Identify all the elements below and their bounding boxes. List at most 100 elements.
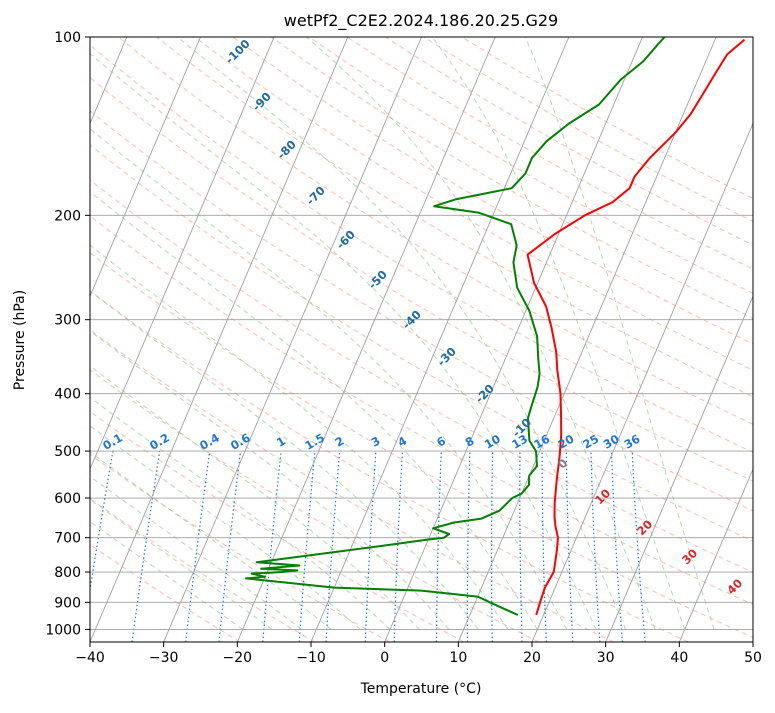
y-tick-label: 200 — [54, 208, 81, 224]
dry-adiabat-line — [0, 37, 763, 642]
y-tick-label: 1000 — [45, 622, 81, 638]
mixing-ratio-label: 2 — [332, 434, 346, 450]
mixing-ratio-line — [612, 451, 623, 642]
isotherm-grid-line — [90, 37, 348, 642]
isotherm-grid-line — [532, 37, 775, 642]
isotherm-grid-line — [753, 37, 775, 642]
y-tick-label: 700 — [54, 531, 81, 547]
mixing-ratio-label: 3 — [369, 434, 383, 450]
dry-adiabat-line — [4, 37, 775, 642]
x-tick-label: −30 — [149, 650, 179, 666]
dry-adiabat-line — [80, 37, 775, 642]
mixing-ratio-line — [591, 451, 600, 642]
mixing-ratio-line — [132, 451, 160, 642]
dry-adiabat-label: -20 — [472, 381, 497, 406]
chart-title: wetPf2_C2E2.2024.186.20.25.G29 — [284, 11, 558, 31]
mixing-ratio-label: 30 — [601, 432, 622, 452]
dry-adiabat-line — [0, 37, 315, 642]
moist-adiabat-line — [71, 37, 596, 629]
moist-adiabat-line — [307, 37, 656, 629]
y-tick-label: 800 — [54, 565, 81, 581]
x-tick-label: −40 — [75, 650, 105, 666]
moist-adiabat-line — [0, 315, 272, 629]
dry-adiabat-line — [0, 37, 389, 642]
dry-adiabat-label: -80 — [274, 137, 299, 162]
dry-adiabat-line — [424, 37, 775, 642]
x-tick-label: 50 — [744, 650, 762, 666]
x-tick-label: 0 — [380, 650, 389, 666]
mixing-ratio-line — [566, 451, 573, 642]
x-tick-label: 40 — [670, 650, 688, 666]
moist-adiabat-line — [0, 37, 567, 629]
moist-adiabat-line — [525, 37, 714, 629]
dry-adiabat-line — [462, 37, 775, 642]
x-tick-label: −10 — [296, 650, 326, 666]
y-tick-label: 600 — [54, 491, 81, 507]
isotherm-grid-line — [458, 37, 716, 642]
isotherm-grid-line — [237, 37, 495, 642]
dry-adiabat-label: -100 — [223, 37, 253, 67]
mixing-ratio-label: 6 — [434, 434, 448, 450]
mixing-ratio-line — [492, 451, 493, 642]
y-tick-label: 300 — [54, 313, 81, 329]
mixing-ratio-line — [632, 451, 645, 642]
y-tick-label: 400 — [54, 387, 81, 403]
dry-adiabat-label: -90 — [249, 89, 274, 114]
isotherm-grid-line — [385, 37, 643, 642]
isotherm-grid-line — [16, 37, 274, 642]
dry-adiabat-line — [118, 37, 775, 642]
moist-adiabat-label: 40 — [724, 576, 745, 597]
mixing-ratio-label: 0.6 — [228, 431, 253, 453]
dry-adiabat-label: -50 — [365, 267, 390, 292]
mixing-ratio-label: 25 — [580, 432, 601, 452]
dewpoint-profile-line — [246, 37, 665, 615]
dry-adiabat-line — [0, 37, 539, 642]
dry-adiabat-line — [0, 37, 614, 642]
dry-adiabat-label: -60 — [333, 227, 358, 252]
x-tick-label: 20 — [523, 650, 541, 666]
mixing-ratio-line — [186, 451, 210, 642]
mixing-ratio-label: 13 — [509, 432, 530, 452]
mixing-ratio-label: 20 — [556, 432, 577, 452]
mixing-ratio-label: 0.1 — [100, 431, 125, 453]
dry-adiabat-line — [0, 37, 240, 642]
moist-adiabat-line — [0, 84, 537, 630]
mixing-ratio-label: 0.2 — [147, 431, 172, 453]
dry-adiabat-line — [0, 37, 775, 642]
dry-adiabat-line — [0, 37, 464, 642]
mixing-ratio-label: 8 — [463, 434, 477, 450]
dry-adiabat-line — [386, 37, 775, 642]
y-tick-label: 900 — [54, 595, 81, 611]
dry-adiabat-line — [157, 37, 775, 642]
mixing-ratio-line — [467, 451, 470, 642]
dry-adiabat-line — [309, 37, 775, 642]
moist-adiabat-line — [0, 188, 449, 629]
mixing-ratio-line — [82, 451, 113, 642]
y-axis-label: Pressure (hPa) — [12, 290, 28, 390]
dry-adiabat-line — [0, 37, 775, 642]
x-tick-label: −20 — [223, 650, 253, 666]
mixing-ratio-label: 1 — [274, 434, 288, 450]
plot-frame — [90, 37, 753, 642]
mixing-ratio-line — [520, 451, 522, 642]
x-tick-label: 10 — [449, 650, 467, 666]
x-axis-label: Temperature (°C) — [360, 681, 482, 697]
mixing-ratio-line — [394, 451, 402, 642]
mixing-ratio-line — [326, 451, 340, 642]
moist-adiabat-line — [0, 332, 243, 629]
dry-adiabat-line — [0, 37, 775, 642]
x-tick-label: 30 — [597, 650, 615, 666]
dry-adiabat-label: -30 — [434, 344, 459, 369]
y-tick-label: 100 — [54, 30, 81, 46]
mixing-ratio-label: 4 — [395, 434, 409, 450]
mixing-ratio-label: 10 — [482, 432, 503, 452]
moist-adiabat-label: 10 — [592, 486, 613, 507]
isotherm-grid-line — [311, 37, 569, 642]
moist-adiabat-label: 30 — [679, 546, 700, 567]
y-tick-label: 500 — [54, 444, 81, 460]
mixing-ratio-label: 1.5 — [302, 431, 327, 453]
isotherm-grid-line — [164, 37, 422, 642]
dry-adiabat-label: -40 — [399, 307, 424, 332]
